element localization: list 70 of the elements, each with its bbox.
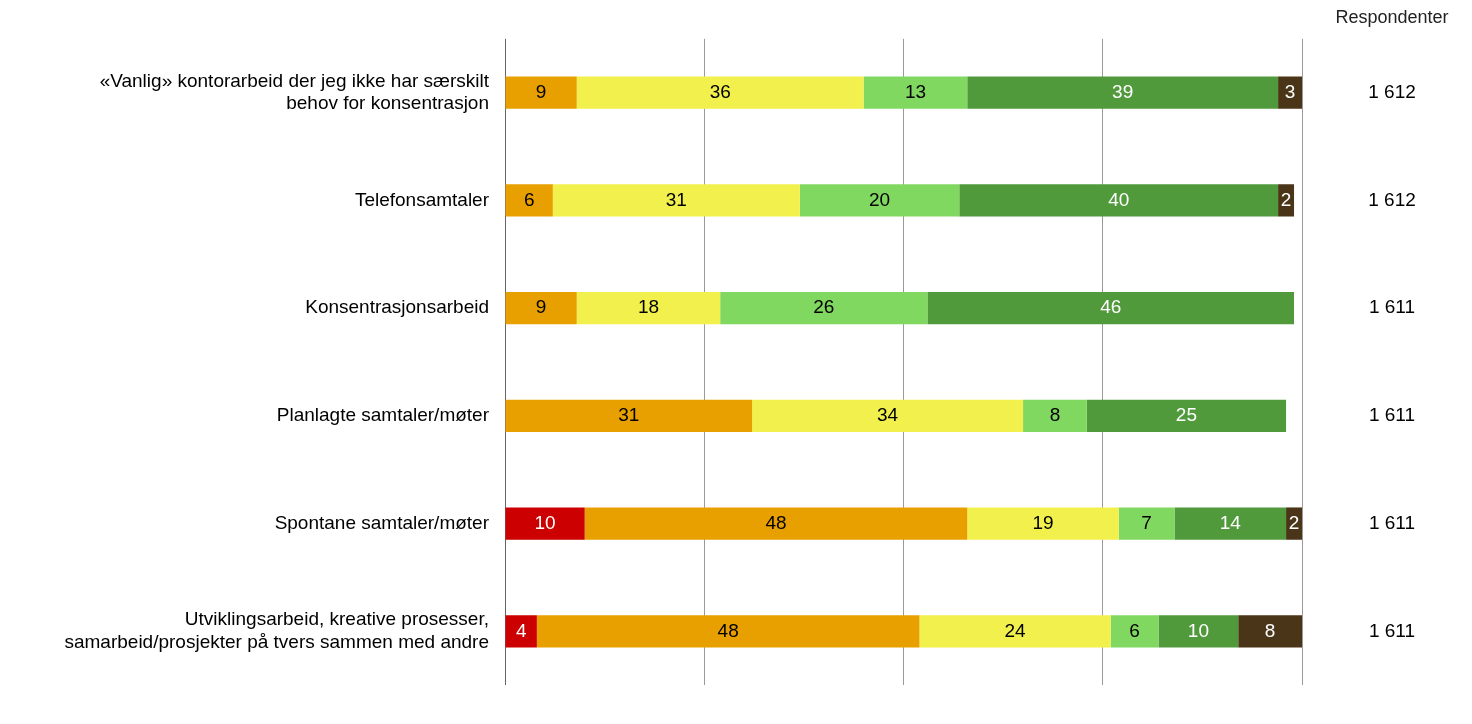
bar — [536, 615, 920, 648]
data-label: 20 — [869, 188, 891, 210]
bar — [584, 507, 968, 540]
data-label: 8 — [1264, 619, 1276, 641]
data-label: 10 — [534, 511, 556, 533]
data-label: 25 — [1175, 404, 1198, 426]
data-label: 10 — [1187, 619, 1209, 641]
data-label: 31 — [665, 188, 687, 210]
data-label: 18 — [637, 296, 660, 318]
data-label: 7 — [1141, 511, 1152, 533]
data-label: 9 — [535, 80, 547, 102]
bar — [752, 399, 1024, 433]
bar — [1238, 615, 1302, 648]
data-label: 24 — [1004, 619, 1027, 641]
bar — [505, 615, 537, 648]
data-label: 3 — [1284, 80, 1296, 102]
text: 1 612 — [1368, 188, 1416, 210]
data-label: 13 — [904, 80, 927, 102]
data-label: 26 — [813, 296, 835, 318]
bar — [1023, 399, 1087, 433]
text: 1 612 — [1368, 80, 1416, 102]
data-label: 4 — [515, 619, 527, 641]
y-tick-label: Konsentrasjonsarbeid — [305, 296, 489, 318]
data-label: 48 — [717, 619, 739, 641]
bar — [1118, 507, 1175, 540]
data-label: 2 — [1280, 188, 1292, 210]
text: 1 611 — [1368, 511, 1416, 533]
y-tick-label: Spontane samtaler/møter — [274, 511, 490, 533]
data-label: 39 — [1112, 80, 1134, 102]
data-label: 9 — [535, 296, 547, 318]
data-label: 48 — [765, 511, 787, 533]
y-tick-label: «Vanlig» kontorarbeid der jeg ikke har særskilt behov for konsentrasjon — [99, 69, 490, 114]
data-label: 36 — [709, 80, 731, 102]
data-label: 14 — [1219, 511, 1242, 533]
bar — [1158, 615, 1239, 648]
bar — [505, 399, 753, 433]
data-label: 6 — [523, 188, 535, 210]
bar — [927, 291, 1295, 325]
bar — [967, 76, 1279, 109]
data-label: 8 — [1049, 404, 1061, 426]
bar — [505, 507, 585, 540]
bar — [1110, 615, 1159, 648]
data-label: 6 — [1129, 619, 1140, 641]
data-label: 34 — [876, 404, 899, 426]
bar — [919, 615, 1111, 648]
y-tick-label: Telefonsamtaler — [354, 188, 490, 210]
data-label: 40 — [1108, 188, 1130, 210]
bar — [1086, 399, 1287, 433]
text: 1 611 — [1368, 404, 1416, 426]
y-tick-label: Utviklingsarbeid, kreative prosesser, samarbeid/prosjekter på tvers sammen med andre — [64, 608, 489, 652]
data-label: 19 — [1032, 511, 1054, 533]
bar — [959, 184, 1279, 217]
bar — [863, 76, 968, 109]
y-tick-label: Planlagte samtaler/møter — [276, 404, 490, 426]
bar — [576, 291, 721, 325]
data-label: 46 — [1100, 296, 1122, 318]
text: Respondenter — [1335, 6, 1449, 27]
data-label: 2 — [1288, 511, 1300, 533]
bar — [799, 184, 960, 217]
text: 1 611 — [1368, 296, 1416, 318]
bar — [1174, 507, 1287, 540]
bar — [967, 507, 1119, 540]
bar — [576, 76, 864, 109]
bar — [505, 76, 577, 109]
bar — [552, 184, 800, 217]
bar — [505, 291, 577, 325]
bar — [505, 184, 553, 217]
bar — [720, 291, 928, 325]
text: 1 611 — [1368, 619, 1416, 641]
data-label: 31 — [618, 404, 640, 426]
